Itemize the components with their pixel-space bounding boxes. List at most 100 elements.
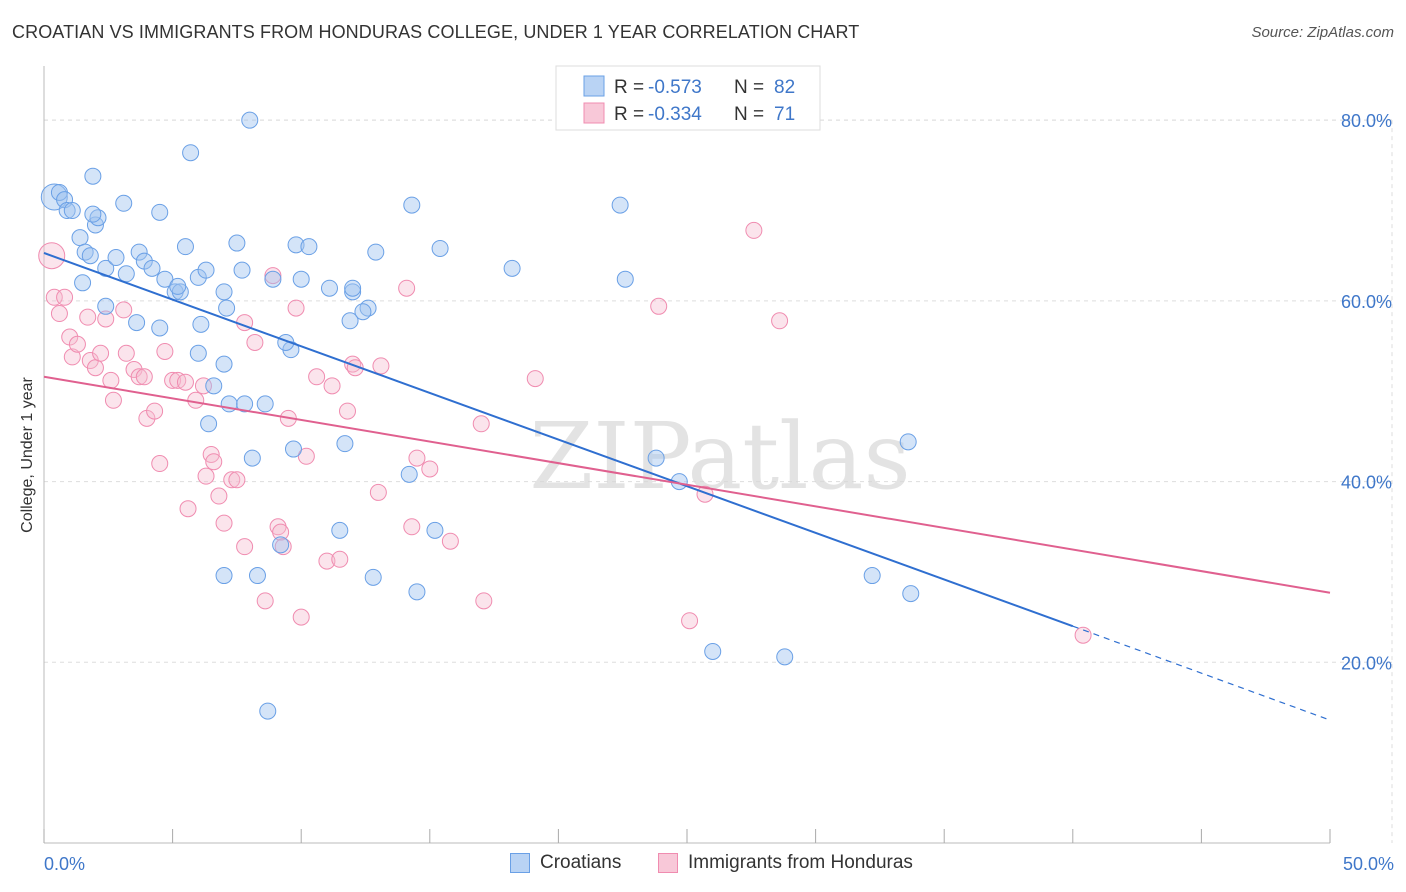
croatian-point-15 xyxy=(130,243,148,261)
honduras-point-60 xyxy=(421,460,439,478)
croatian-point-30 xyxy=(264,270,282,288)
legend-n-value-1: 82 xyxy=(774,77,795,98)
croatian-point-36 xyxy=(367,243,385,261)
y-tick-label-3: 80.0% xyxy=(1341,111,1392,131)
legend-r-value-2: -0.334 xyxy=(648,104,702,125)
croatian-point-58 xyxy=(336,435,354,453)
honduras-point-33 xyxy=(215,514,233,532)
honduras-point-61 xyxy=(441,532,459,550)
honduras-point-7 xyxy=(79,308,97,326)
honduras-point-21 xyxy=(151,455,169,473)
croatian-point-47 xyxy=(218,299,236,317)
gridlines xyxy=(44,119,1393,843)
croatian-point-4 xyxy=(63,202,81,220)
croatian-point-27 xyxy=(228,234,246,252)
chart-title: CROATIAN VS IMMIGRANTS FROM HONDURAS COL… xyxy=(12,22,860,42)
x-tick-label-1: 50.0% xyxy=(1343,854,1394,874)
honduras-point-20 xyxy=(146,402,164,420)
honduras-point-69 xyxy=(771,312,789,330)
legend-r-value-1: -0.573 xyxy=(648,77,702,98)
honduras-point-46 xyxy=(292,608,310,626)
honduras-point-31 xyxy=(205,453,223,471)
honduras-point-14 xyxy=(115,301,133,319)
croatian-point-43 xyxy=(97,297,115,315)
honduras-point-47 xyxy=(297,447,315,465)
croatian-point-26 xyxy=(215,283,233,301)
croatian-point-64 xyxy=(248,567,266,585)
source-credit: Source: ZipAtlas.com xyxy=(1251,24,1394,41)
croatian-point-46 xyxy=(192,315,210,333)
croatian-point-62 xyxy=(272,536,290,554)
croatian-point-19 xyxy=(156,270,174,288)
honduras-point-17 xyxy=(130,368,148,386)
honduras-point-28 xyxy=(194,377,212,395)
legend-n-label-2: N = xyxy=(734,104,764,125)
honduras-point-51 xyxy=(331,550,349,568)
croatian-point-59 xyxy=(400,465,418,483)
legend-r-label-1: R = xyxy=(614,77,644,98)
honduras-point-11 xyxy=(97,310,115,328)
croatian-point-8 xyxy=(84,167,102,185)
honduras-point-68 xyxy=(745,221,763,239)
honduras-point-34 xyxy=(223,471,241,489)
honduras-point-70 xyxy=(1074,626,1092,644)
legend-swatch-honduras xyxy=(583,102,605,124)
honduras-point-65 xyxy=(650,297,668,315)
legend-r-label-2: R = xyxy=(614,104,644,125)
honduras-points xyxy=(38,221,1092,644)
croatian-point-57 xyxy=(284,440,302,458)
croatian-point-53 xyxy=(236,395,254,413)
croatian-point-7 xyxy=(81,247,99,265)
honduras-point-64 xyxy=(526,370,544,388)
honduras-point-29 xyxy=(197,467,215,485)
bottom-legend-croatians: Croatians xyxy=(510,852,621,874)
croatian-point-38 xyxy=(431,239,449,257)
croatian-point-0 xyxy=(40,183,68,211)
croatian-point-72 xyxy=(704,642,722,660)
honduras-point-57 xyxy=(398,279,416,297)
honduras-point-58 xyxy=(403,518,421,536)
croatian-point-49 xyxy=(189,344,207,362)
honduras-point-26 xyxy=(179,500,197,518)
croatian-point-76 xyxy=(354,303,372,321)
croatian-trend-extension xyxy=(1072,625,1331,721)
honduras-point-40 xyxy=(264,267,282,285)
croatian-point-29 xyxy=(241,111,259,129)
croatian-point-75 xyxy=(341,312,359,330)
croatian-point-69 xyxy=(899,433,917,451)
croatian-point-39 xyxy=(503,259,521,277)
croatian-point-73 xyxy=(776,648,794,666)
croatian-point-81 xyxy=(84,205,102,223)
legend-n-value-2: 71 xyxy=(774,104,795,125)
croatian-point-74 xyxy=(259,702,277,720)
croatian-point-37 xyxy=(403,196,421,214)
croatian-point-5 xyxy=(71,229,89,247)
croatian-point-23 xyxy=(182,144,200,162)
croatian-points xyxy=(40,111,920,720)
croatian-point-50 xyxy=(215,355,233,373)
croatian-point-61 xyxy=(331,521,349,539)
croatian-point-22 xyxy=(176,238,194,256)
honduras-point-50 xyxy=(323,377,341,395)
croatian-point-41 xyxy=(616,270,634,288)
honduras-point-25 xyxy=(176,373,194,391)
honduras-point-32 xyxy=(210,487,228,505)
croatian-point-70 xyxy=(863,567,881,585)
honduras-swatch xyxy=(658,853,678,873)
croatian-point-63 xyxy=(215,567,233,585)
croatian-point-55 xyxy=(200,415,218,433)
honduras-trend-line xyxy=(43,375,1331,594)
croatian-point-34 xyxy=(344,283,362,301)
bottom-legend-label-croatians: Croatians xyxy=(540,852,622,873)
honduras-point-5 xyxy=(63,348,81,366)
honduras-point-45 xyxy=(287,299,305,317)
honduras-point-66 xyxy=(681,612,699,630)
legend-swatch-croatians xyxy=(583,75,605,97)
y-tick-label-2: 60.0% xyxy=(1341,292,1392,312)
honduras-point-9 xyxy=(86,359,104,377)
honduras-point-62 xyxy=(472,415,490,433)
croatian-point-25 xyxy=(197,261,215,279)
honduras-point-18 xyxy=(135,368,153,386)
honduras-point-1 xyxy=(45,288,63,306)
croatian-point-65 xyxy=(364,568,382,586)
